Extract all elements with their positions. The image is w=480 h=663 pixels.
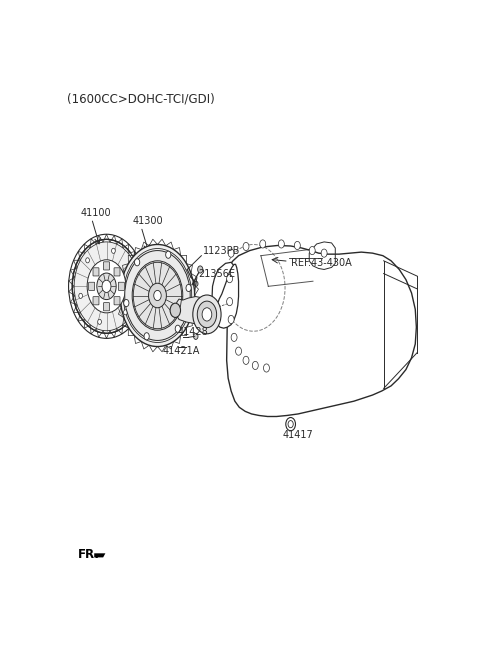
Circle shape [86,258,89,263]
FancyBboxPatch shape [104,262,109,270]
Polygon shape [212,263,236,324]
Circle shape [278,240,284,248]
Circle shape [228,316,234,324]
FancyBboxPatch shape [89,282,95,290]
Circle shape [231,333,237,341]
Circle shape [175,325,180,332]
Text: 41100: 41100 [81,208,111,218]
Text: 41300: 41300 [132,215,163,225]
Circle shape [286,418,296,431]
Circle shape [154,290,161,300]
Circle shape [260,240,266,248]
Circle shape [124,300,129,306]
Circle shape [74,242,139,331]
Circle shape [264,364,269,372]
Circle shape [134,259,140,266]
Circle shape [227,298,233,306]
FancyBboxPatch shape [119,282,124,290]
Circle shape [227,274,233,282]
FancyBboxPatch shape [114,296,120,305]
Circle shape [321,249,327,257]
Text: 41428: 41428 [177,327,208,337]
Circle shape [131,274,134,279]
Circle shape [252,361,258,369]
Text: 41421A: 41421A [162,346,200,356]
Circle shape [193,295,221,333]
Circle shape [148,283,167,308]
FancyBboxPatch shape [104,302,109,311]
FancyBboxPatch shape [93,268,99,276]
Text: (1600CC>DOHC-TCI/GDI): (1600CC>DOHC-TCI/GDI) [67,92,215,105]
Circle shape [116,238,199,353]
Circle shape [202,308,212,321]
Circle shape [120,245,195,347]
Circle shape [123,310,127,315]
Circle shape [72,239,141,333]
Text: REF.43-430A: REF.43-430A [290,259,351,269]
Circle shape [198,266,203,273]
Circle shape [170,303,180,318]
Circle shape [186,284,191,292]
Circle shape [193,333,198,339]
Circle shape [79,293,83,298]
Circle shape [243,243,249,251]
FancyBboxPatch shape [114,268,120,276]
Circle shape [309,247,315,255]
Circle shape [228,249,234,257]
Circle shape [132,261,183,330]
Circle shape [97,273,116,300]
Circle shape [236,347,241,355]
Polygon shape [94,549,106,558]
Circle shape [194,281,198,286]
Circle shape [197,301,216,328]
Circle shape [166,251,171,259]
Circle shape [102,280,111,292]
Circle shape [288,420,293,428]
Text: 21356E: 21356E [198,269,235,278]
Circle shape [111,248,115,253]
Circle shape [125,251,190,340]
Polygon shape [216,265,239,328]
Circle shape [144,333,149,340]
Text: FR.: FR. [78,548,100,562]
Circle shape [87,260,126,313]
Polygon shape [227,245,416,416]
Circle shape [243,356,249,365]
Text: 1123PB: 1123PB [203,246,240,256]
FancyBboxPatch shape [93,296,99,305]
Circle shape [98,320,101,324]
Text: 41417: 41417 [282,430,313,440]
Polygon shape [173,296,209,325]
Circle shape [294,241,300,249]
